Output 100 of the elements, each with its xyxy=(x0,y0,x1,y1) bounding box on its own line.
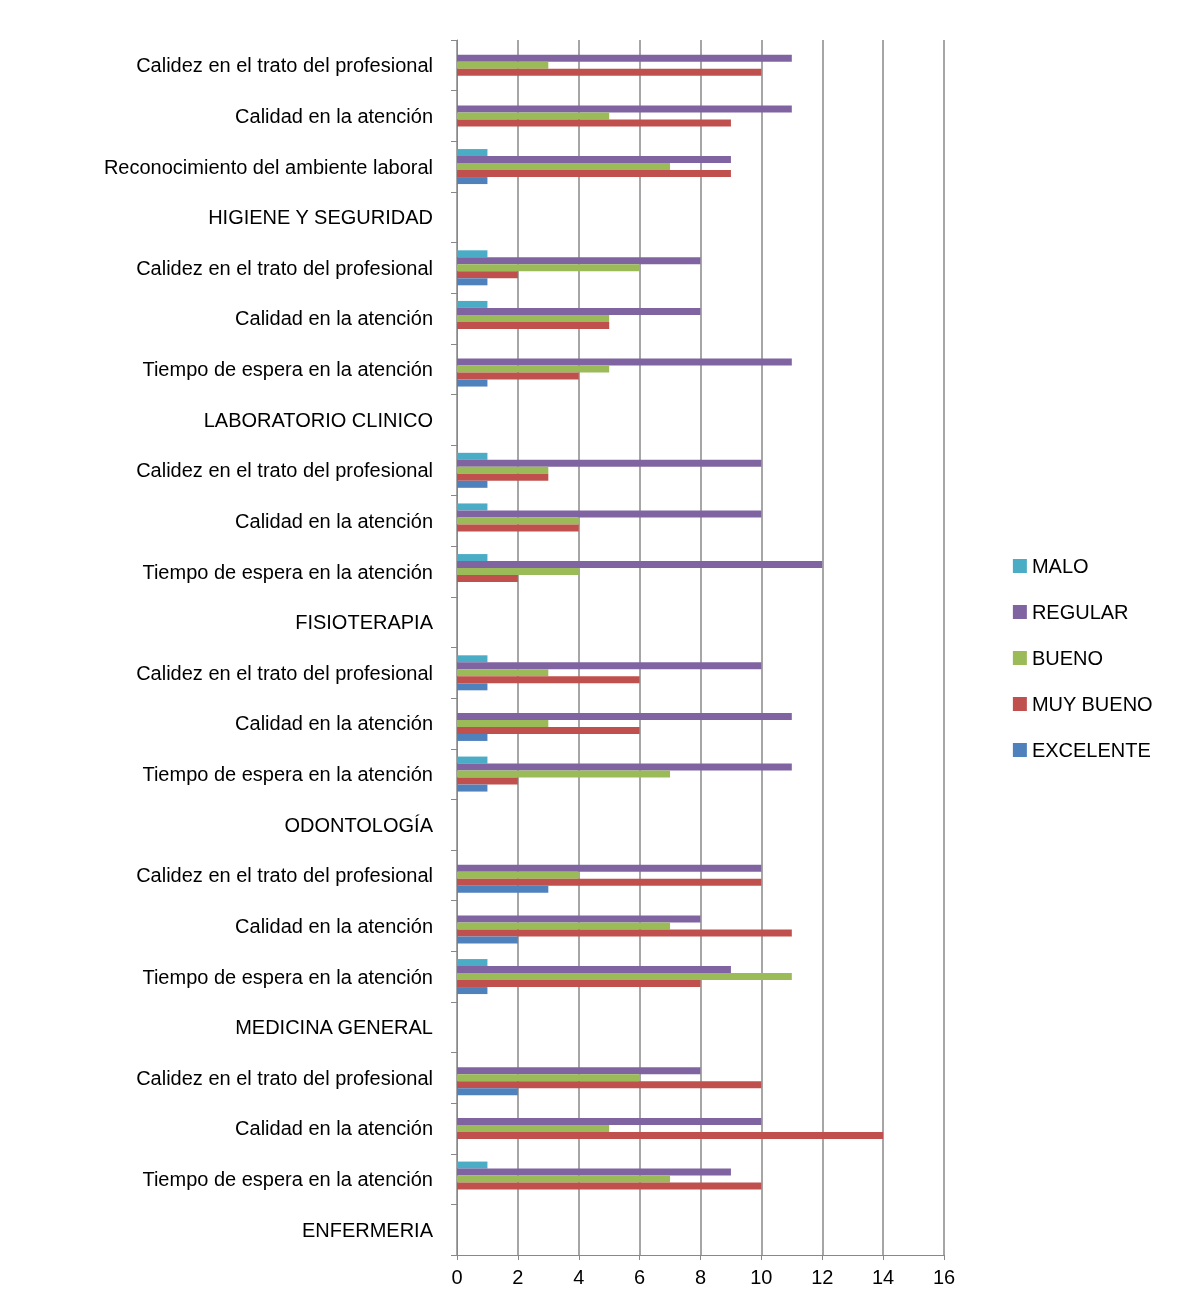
y-tick-label: HIGIENE Y SEGURIDAD xyxy=(208,206,433,229)
bar xyxy=(457,1131,884,1139)
bar xyxy=(457,1081,762,1089)
y-tick-label: Calidez en el trato del profesional xyxy=(136,864,433,887)
bar xyxy=(457,1161,488,1169)
y-tick-label: Calidad en la atención xyxy=(235,307,433,330)
y-tick-label: Tiempo de espera en la atención xyxy=(142,965,433,988)
y-tick-label: Calidez en el trato del profesional xyxy=(136,459,433,482)
bar xyxy=(457,149,488,157)
bar xyxy=(457,878,762,886)
bar xyxy=(457,655,488,663)
bar xyxy=(457,1175,671,1183)
y-tick-label: Tiempo de espera en la atención xyxy=(142,358,433,381)
bar xyxy=(457,733,488,741)
legend-label: EXCELENTE xyxy=(1031,739,1151,761)
bar xyxy=(457,929,792,937)
bar xyxy=(457,568,579,576)
bar xyxy=(457,278,488,286)
bar xyxy=(457,1182,762,1190)
x-tick-label: 14 xyxy=(872,1266,895,1288)
bar xyxy=(457,683,488,691)
bar xyxy=(457,1088,518,1096)
bar xyxy=(457,524,579,532)
y-tick-label: ODONTOLOGÍA xyxy=(284,813,434,836)
bar xyxy=(457,554,488,562)
bar xyxy=(457,777,518,785)
bar xyxy=(457,719,549,727)
bar xyxy=(457,54,792,62)
bar xyxy=(457,726,640,734)
bar xyxy=(457,170,731,178)
bar xyxy=(457,271,518,279)
legend-label: MALO xyxy=(1031,555,1089,577)
bar xyxy=(457,68,762,76)
bar xyxy=(457,321,610,329)
bar xyxy=(457,871,579,879)
y-tick-label: Calidez en el trato del profesional xyxy=(136,1066,433,1089)
bar xyxy=(457,959,488,967)
bar xyxy=(457,676,640,684)
bar xyxy=(457,105,792,113)
bar xyxy=(457,915,701,923)
x-tick-label: 16 xyxy=(932,1266,956,1288)
bar xyxy=(457,452,488,460)
y-tick-label: Calidad en la atención xyxy=(235,914,433,937)
bar xyxy=(457,973,792,981)
y-tick-label: Calidad en la atención xyxy=(235,712,433,735)
bar xyxy=(457,379,488,387)
bar xyxy=(457,466,549,474)
bar xyxy=(457,922,671,930)
y-tick-label: Tiempo de espera en la atención xyxy=(142,560,433,583)
y-tick-label: Calidad en la atención xyxy=(235,1117,433,1140)
bar xyxy=(457,1168,731,1176)
bar xyxy=(457,112,610,120)
bar xyxy=(457,61,549,69)
bar xyxy=(457,864,762,872)
y-tick-label: Calidez en el trato del profesional xyxy=(136,661,433,684)
bar xyxy=(457,1067,701,1075)
bar xyxy=(457,459,762,467)
x-tick-label: 4 xyxy=(573,1266,585,1288)
y-tick-label: Tiempo de espera en la atención xyxy=(142,763,433,786)
y-tick-label: Calidad en la atención xyxy=(235,509,433,532)
x-tick-label: 0 xyxy=(451,1266,463,1288)
bar xyxy=(457,473,549,481)
x-tick-label: 8 xyxy=(694,1266,707,1288)
bar xyxy=(457,885,549,893)
bar xyxy=(457,784,488,792)
bar xyxy=(457,662,762,670)
bar xyxy=(457,156,731,164)
bar xyxy=(457,517,579,525)
y-tick-label: Calidad en la atención xyxy=(235,104,433,127)
bar xyxy=(457,307,701,315)
bar xyxy=(457,936,518,944)
bar xyxy=(457,1074,640,1082)
y-tick-label: Tiempo de espera en la atención xyxy=(142,1168,433,1191)
bar xyxy=(457,480,488,488)
bar xyxy=(457,163,671,171)
bar xyxy=(457,264,640,272)
bar xyxy=(457,314,610,322)
bar xyxy=(457,257,701,265)
bar xyxy=(457,561,823,569)
y-tick-label: FISIOTERAPIA xyxy=(295,611,434,634)
x-tick-label: 2 xyxy=(512,1266,524,1288)
bar xyxy=(457,1117,762,1125)
legend-label: REGULAR xyxy=(1031,601,1129,623)
bar xyxy=(457,358,792,366)
x-tick-label: 10 xyxy=(750,1266,773,1288)
bar xyxy=(457,756,488,764)
y-tick-label: MEDICINA GENERAL xyxy=(235,1016,433,1039)
bar xyxy=(457,300,488,308)
x-tick-label: 6 xyxy=(634,1266,646,1288)
bar xyxy=(457,510,762,518)
bar xyxy=(457,503,488,511)
y-tick-label: LABORATORIO CLINICO xyxy=(203,408,433,431)
y-tick-label: Calidez en el trato del profesional xyxy=(136,54,433,77)
bar xyxy=(457,966,731,974)
bar xyxy=(457,669,549,677)
bar xyxy=(457,365,610,373)
legend-label: BUENO xyxy=(1031,647,1103,669)
x-tick-label: 12 xyxy=(811,1266,834,1288)
bar xyxy=(457,119,731,127)
y-tick-label: Reconocimiento del ambiente laboral xyxy=(103,155,433,178)
